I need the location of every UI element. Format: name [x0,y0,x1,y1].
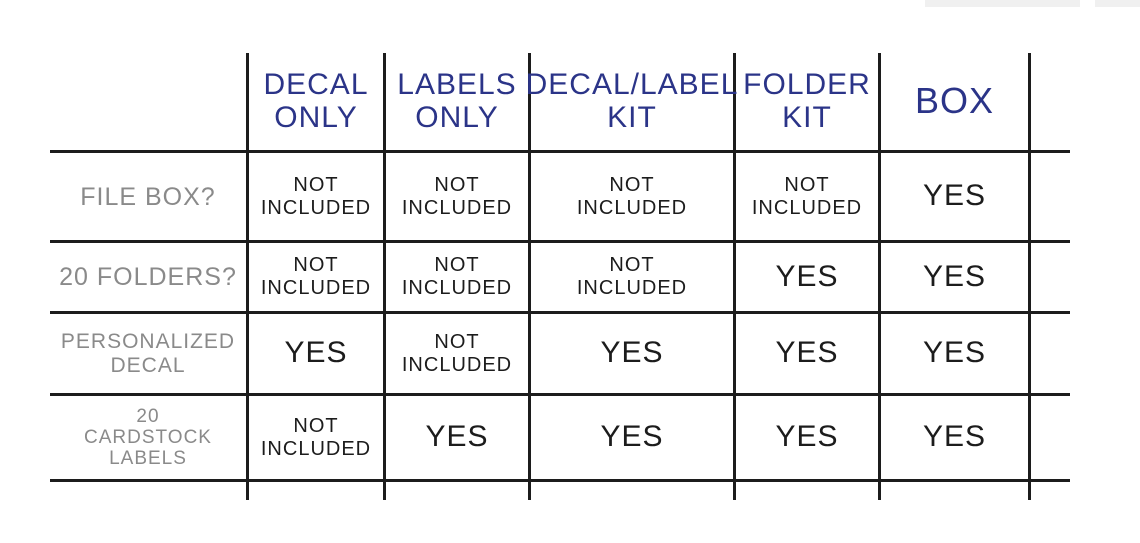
row-label-20-folders: 20 FOLDERS? [59,263,237,291]
data-cell: NOT INCLUDED [576,173,688,219]
row-label-personalized-decal: PERSONALIZED DECAL [60,329,236,377]
data-cell: NOT INCLUDED [401,173,513,219]
row-label-file-box: FILE BOX? [80,182,216,211]
data-cell: NOT INCLUDED [401,330,513,376]
horizontal-grid-line [50,240,1070,243]
horizontal-grid-line [50,150,1070,153]
data-cell: YES [922,336,987,370]
horizontal-grid-line [50,393,1070,396]
data-cell: YES [425,420,489,454]
horizontal-grid-line [50,311,1070,314]
column-header-box: BOX [914,80,995,122]
horizontal-grid-line [50,479,1070,482]
scan-artifact [1095,0,1140,7]
column-header-decal-label-kit: DECAL/LABEL KIT [525,68,739,134]
data-cell: NOT INCLUDED [260,254,372,299]
column-header-decal-only: DECAL ONLY [263,68,369,134]
column-header-labels-only: LABELS ONLY [397,68,517,134]
data-cell: NOT INCLUDED [401,254,513,299]
vertical-grid-line [246,53,249,500]
data-cell: NOT INCLUDED [260,173,372,219]
data-cell: NOT INCLUDED [260,414,372,460]
vertical-grid-line [878,53,881,500]
data-cell: YES [922,420,987,454]
vertical-grid-line [528,53,531,500]
data-cell: YES [775,336,839,370]
vertical-grid-line [1028,53,1031,500]
data-cell: YES [922,179,987,213]
data-cell: YES [284,336,348,370]
data-cell: YES [775,420,839,454]
column-header-folder-kit: FOLDER KIT [743,68,871,134]
data-cell: NOT INCLUDED [751,173,863,219]
data-cell: NOT INCLUDED [576,254,688,299]
vertical-grid-line [733,53,736,500]
row-label-20-cardstock-labels: 20 CARDSTOCK LABELS [84,405,212,470]
vertical-grid-line [383,53,386,500]
data-cell: YES [600,420,664,454]
data-cell: YES [922,259,987,293]
data-cell: YES [600,336,664,370]
data-cell: YES [775,259,839,293]
scan-artifact [925,0,1080,7]
